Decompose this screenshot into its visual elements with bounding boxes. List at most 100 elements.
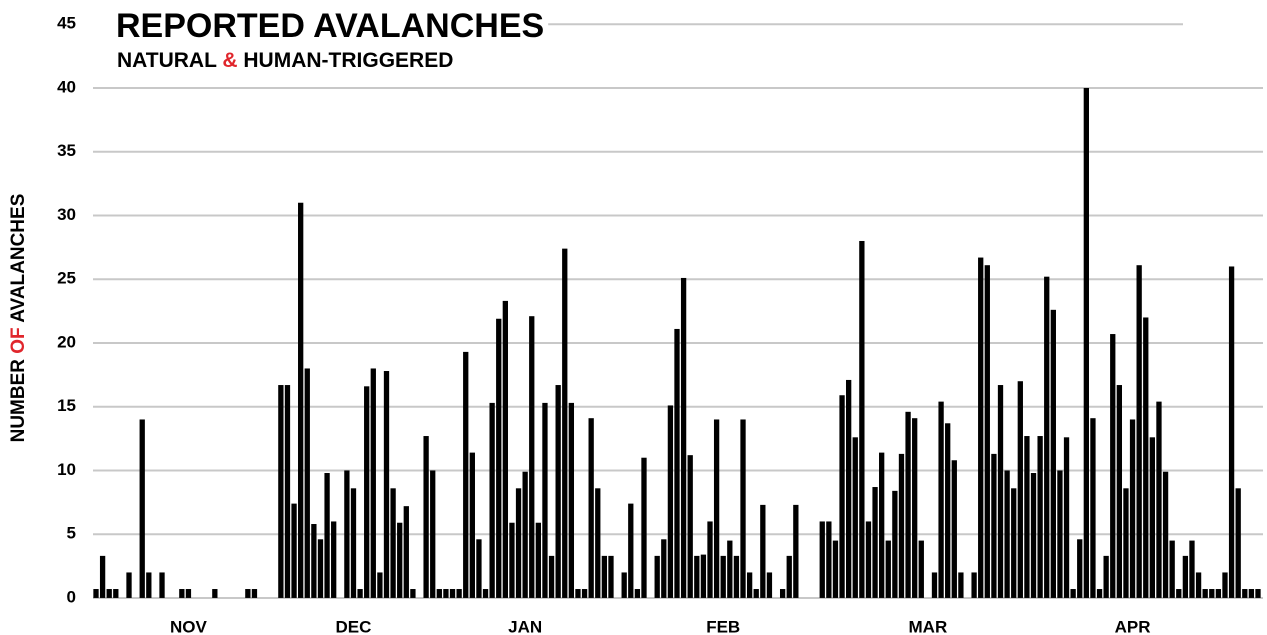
bar xyxy=(529,316,535,598)
bar xyxy=(212,589,218,598)
bar xyxy=(522,471,528,598)
bar xyxy=(1030,473,1037,598)
bar xyxy=(581,589,588,598)
bar xyxy=(865,521,872,598)
bar xyxy=(694,555,700,598)
bar xyxy=(390,488,396,598)
bar xyxy=(938,401,944,598)
bar xyxy=(482,589,489,598)
bar xyxy=(1129,419,1136,598)
bar xyxy=(1182,555,1189,598)
bar xyxy=(324,473,330,598)
bar xyxy=(1195,572,1202,598)
bar xyxy=(146,572,152,598)
bar xyxy=(958,572,964,598)
y-tick-label: 20 xyxy=(57,332,76,351)
y-tick-label: 25 xyxy=(57,269,76,288)
bar xyxy=(357,589,363,598)
x-tick-label: NOV xyxy=(170,617,208,635)
bar xyxy=(826,521,832,598)
bar xyxy=(760,504,766,598)
bar xyxy=(846,379,852,598)
bar xyxy=(496,318,502,598)
bar xyxy=(733,555,740,598)
bar xyxy=(727,540,733,598)
bar xyxy=(1044,276,1050,598)
bar xyxy=(905,411,911,598)
bar xyxy=(1011,488,1017,598)
x-tick-label: FEB xyxy=(706,617,740,635)
bar xyxy=(377,572,383,598)
y-tick-label: 35 xyxy=(57,141,76,160)
bar xyxy=(515,488,522,598)
bar xyxy=(1228,266,1235,598)
bar xyxy=(951,460,957,598)
bar xyxy=(885,540,891,598)
bar xyxy=(245,589,251,598)
bar xyxy=(912,418,918,598)
bar xyxy=(1057,470,1063,598)
bar xyxy=(562,248,568,598)
bar xyxy=(832,540,839,598)
bar xyxy=(786,555,792,598)
bar xyxy=(1017,381,1023,598)
bar xyxy=(449,589,456,598)
bar xyxy=(1083,87,1089,598)
bar xyxy=(991,453,997,598)
bar xyxy=(892,490,898,598)
bar xyxy=(364,386,370,598)
x-tick-label: DEC xyxy=(336,617,372,635)
bar xyxy=(1103,555,1109,598)
bar xyxy=(1136,265,1142,598)
x-tick-label: MAR xyxy=(909,617,948,635)
bar xyxy=(1037,436,1043,598)
y-tick-label: 0 xyxy=(67,587,76,606)
bar xyxy=(291,503,297,598)
bar xyxy=(278,385,284,598)
bar xyxy=(555,385,561,598)
bar xyxy=(661,539,667,598)
bar xyxy=(997,385,1004,598)
bar xyxy=(159,572,165,598)
bar xyxy=(126,572,132,598)
bar xyxy=(918,540,924,598)
bar xyxy=(1209,589,1215,598)
bar xyxy=(621,572,627,598)
x-tick-label: JAN xyxy=(508,617,542,635)
bar xyxy=(654,555,660,598)
y-tick-label: 45 xyxy=(57,14,76,33)
bar xyxy=(713,419,720,598)
bar xyxy=(1063,437,1070,598)
bar xyxy=(1077,539,1083,598)
bar xyxy=(568,402,575,598)
bar xyxy=(1024,436,1030,598)
bar xyxy=(1123,488,1129,598)
bar xyxy=(984,265,990,598)
bar xyxy=(1255,589,1261,598)
bar xyxy=(423,436,429,598)
y-tick-label: 5 xyxy=(67,524,76,543)
y-tick-label: 10 xyxy=(57,460,76,479)
bar xyxy=(819,521,825,598)
bar xyxy=(1189,540,1195,598)
bar xyxy=(410,589,416,598)
bar xyxy=(436,589,442,598)
bar xyxy=(1156,401,1162,598)
bar xyxy=(1096,589,1103,598)
bar xyxy=(443,589,449,598)
bar xyxy=(707,521,713,598)
bar xyxy=(1149,437,1156,598)
bar xyxy=(839,395,845,598)
bar xyxy=(641,457,647,598)
bar xyxy=(779,589,786,598)
bar xyxy=(139,419,145,598)
bar xyxy=(476,539,482,598)
bar xyxy=(628,503,634,598)
bar xyxy=(680,277,687,598)
bar xyxy=(350,488,357,598)
bar xyxy=(344,470,350,598)
bar xyxy=(185,589,192,598)
bar xyxy=(1090,418,1096,598)
bar xyxy=(667,405,674,598)
